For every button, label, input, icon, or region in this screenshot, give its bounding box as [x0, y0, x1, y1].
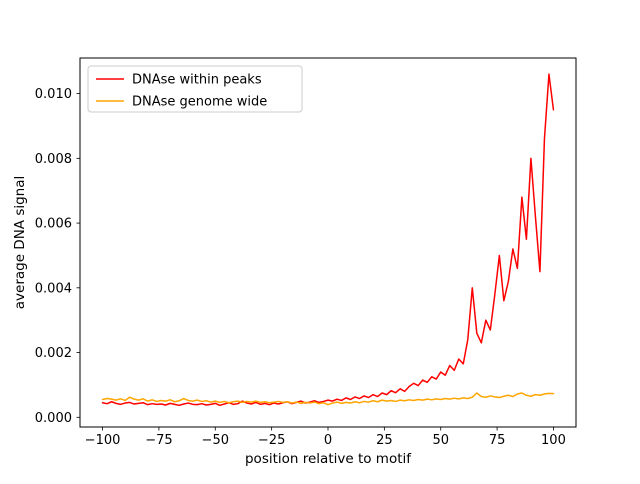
x-tick-label: 75 — [489, 433, 506, 448]
y-tick-label: 0.008 — [35, 152, 72, 167]
y-tick-label: 0.002 — [35, 346, 72, 361]
x-tick-label: 100 — [541, 433, 566, 448]
x-tick-label: −50 — [202, 433, 229, 448]
legend-box — [87, 65, 303, 113]
series-line-dnase-genome-wide — [101, 392, 555, 406]
y-tick-label: 0.010 — [35, 87, 72, 102]
series-line-dnase-within-peaks — [101, 73, 555, 407]
y-tick-label: 0.006 — [35, 217, 72, 232]
x-tick-label: −100 — [85, 433, 121, 448]
y-tick-label: 0.004 — [35, 281, 72, 296]
x-tick-label: −25 — [258, 433, 285, 448]
legend-label-2: DNAse genome wide — [132, 95, 267, 110]
plot-frame — [79, 57, 577, 428]
x-tick-label: 25 — [376, 433, 393, 448]
x-tick-label: 0 — [324, 433, 332, 448]
y-axis-label: average DNA signal — [12, 176, 28, 310]
y-tick-label: 0.000 — [35, 411, 72, 426]
x-tick-label: 50 — [432, 433, 449, 448]
x-axis-label: position relative to motif — [245, 451, 412, 467]
x-tick-label: −75 — [145, 433, 172, 448]
legend-label-1: DNAse within peaks — [132, 73, 262, 88]
